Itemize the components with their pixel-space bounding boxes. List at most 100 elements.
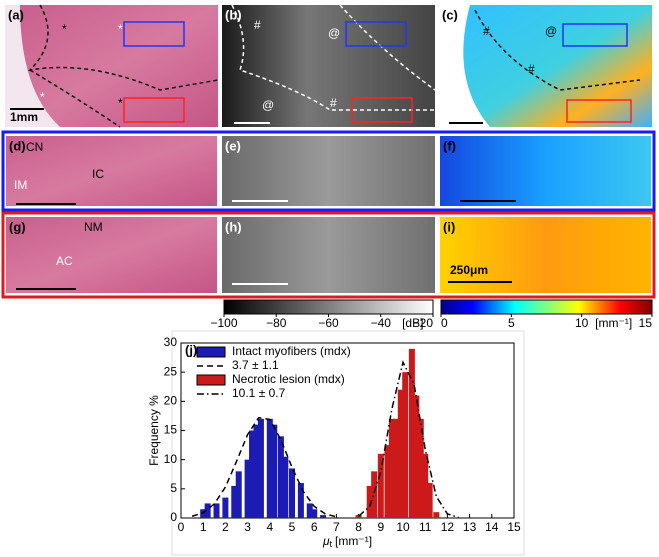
scale-label: 1mm xyxy=(10,110,38,124)
bar xyxy=(277,436,284,518)
scale-label: 250μm xyxy=(450,263,488,277)
colorbar-tick-label: −40 xyxy=(371,316,392,330)
y-tick-label: 25 xyxy=(164,364,178,378)
annotation: * xyxy=(118,22,123,36)
colorbar-tick-label: −20 xyxy=(413,316,434,330)
x-tick-label: 4 xyxy=(266,520,273,534)
panel-label: (e) xyxy=(225,138,241,153)
x-tick-label: 10 xyxy=(396,520,410,534)
bar xyxy=(289,468,295,518)
colorbar-jet xyxy=(440,299,653,315)
annotation: # xyxy=(330,96,337,110)
image-e xyxy=(222,136,435,206)
bar xyxy=(253,424,260,518)
panel-label: (g) xyxy=(9,219,26,234)
x-tick-label: 6 xyxy=(311,520,318,534)
roi-blue xyxy=(345,21,407,47)
x-label-symbol: μ xyxy=(322,534,330,548)
x-label-subscript: t xyxy=(330,539,333,549)
bar xyxy=(200,509,207,518)
x-tick-label: 1 xyxy=(200,520,207,534)
bar xyxy=(249,430,256,518)
bar xyxy=(402,372,409,518)
y-tick-label: 5 xyxy=(170,481,177,495)
image-h xyxy=(222,217,435,293)
bar xyxy=(355,515,362,518)
x-tick-label: 3 xyxy=(244,520,251,534)
frame-red xyxy=(1,211,656,299)
colorbar-tick-label: −80 xyxy=(266,316,287,330)
colorbar-tick-label: −60 xyxy=(318,316,339,330)
bar xyxy=(417,418,424,518)
legend-label: Intact myofibers (mdx) xyxy=(232,344,351,358)
boundary xyxy=(231,4,436,111)
y-tick-label: 15 xyxy=(164,423,178,437)
scale-bar xyxy=(448,281,512,283)
roi-blue xyxy=(562,23,628,47)
annotation: @ xyxy=(545,24,557,38)
panel-label: (j) xyxy=(185,342,197,357)
annotation: * xyxy=(118,96,123,110)
bar xyxy=(311,509,318,518)
annotation: # xyxy=(483,24,490,38)
image-b xyxy=(222,5,435,127)
map xyxy=(463,5,652,127)
x-tick-label: 11 xyxy=(419,520,432,534)
legend-label: 10.1 ± 0.7 xyxy=(232,386,286,400)
bar xyxy=(320,515,327,518)
bar xyxy=(266,418,273,518)
roi-red xyxy=(123,97,185,123)
bar xyxy=(306,503,313,518)
colorbar-unit: [mm⁻¹] xyxy=(595,316,632,330)
bar xyxy=(422,453,429,518)
bar xyxy=(408,348,415,518)
panel-label: (b) xyxy=(225,7,242,22)
scale-bar xyxy=(232,283,288,285)
x-tick-label: 12 xyxy=(441,520,455,534)
roi-blue xyxy=(123,21,185,47)
frame-blue xyxy=(1,130,656,212)
bar xyxy=(213,503,220,518)
colorbar-gray xyxy=(223,299,434,315)
x-tick-label: 13 xyxy=(463,520,477,534)
plot-area xyxy=(180,342,515,519)
x-tick-label: 5 xyxy=(289,520,296,534)
bar xyxy=(244,459,251,518)
bar xyxy=(271,424,278,518)
x-tick-label: 7 xyxy=(333,520,340,534)
x-tick-label: 0 xyxy=(178,520,185,534)
roi-red xyxy=(566,99,632,123)
panel-label: (f) xyxy=(443,138,456,153)
fit-line xyxy=(191,416,337,518)
annotation: * xyxy=(62,22,67,36)
bar xyxy=(377,453,384,518)
x-tick-label: 8 xyxy=(355,520,362,534)
roi-red xyxy=(351,97,413,123)
fit-line xyxy=(358,360,459,519)
y-axis-label: Frequency % xyxy=(147,395,161,466)
legend-swatch xyxy=(196,374,226,386)
annotation: # xyxy=(528,62,535,76)
bar xyxy=(297,483,304,518)
bar xyxy=(235,471,242,518)
colorbar-tick-label: 10 xyxy=(575,316,589,330)
tissue xyxy=(20,5,218,127)
scale-bar xyxy=(16,203,76,205)
bar xyxy=(371,471,378,518)
annotation: IM xyxy=(14,178,27,192)
bar xyxy=(426,483,433,518)
y-tick-label: 30 xyxy=(164,335,178,349)
annotation: @ xyxy=(328,26,340,40)
colorbar-unit: [dB] xyxy=(402,316,423,330)
bar xyxy=(388,418,395,518)
bar xyxy=(222,497,229,518)
bar xyxy=(433,512,440,518)
image-d xyxy=(6,136,217,206)
annotation: CN xyxy=(26,140,43,154)
x-tick-label: 15 xyxy=(507,520,521,534)
bar xyxy=(413,395,420,518)
annotation: NM xyxy=(84,220,103,234)
bar xyxy=(231,485,238,518)
